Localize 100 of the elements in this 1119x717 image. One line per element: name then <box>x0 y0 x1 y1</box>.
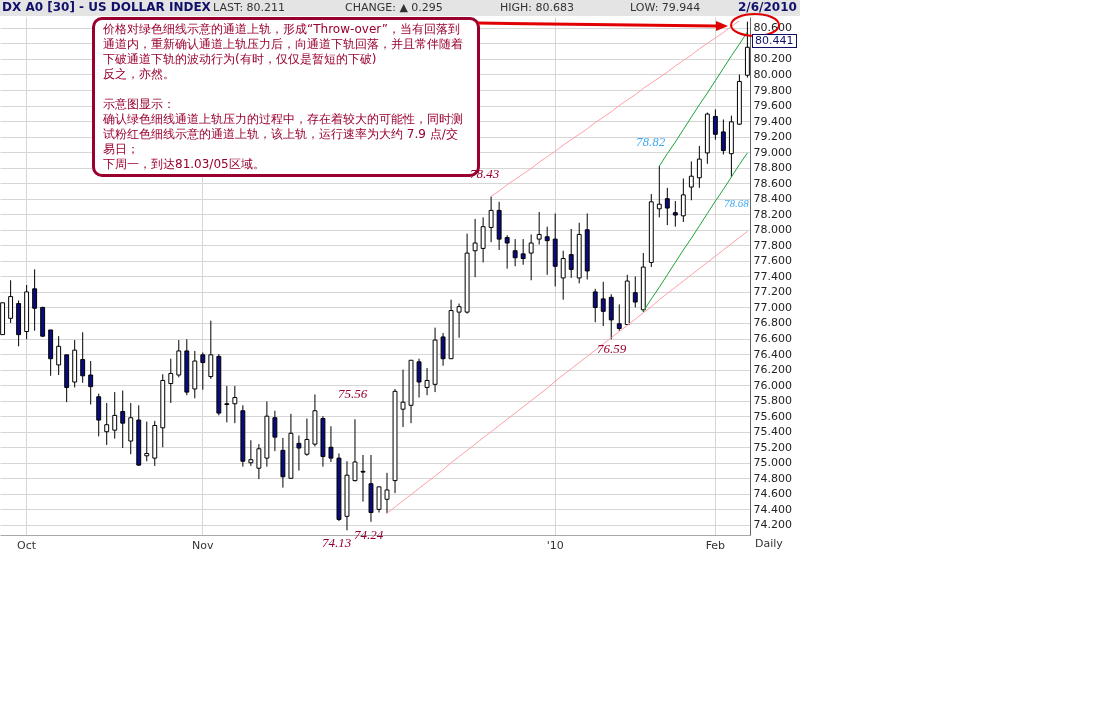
candlestick <box>528 233 534 281</box>
candlestick <box>112 391 118 440</box>
y-tick-label: 75.000 <box>753 456 792 470</box>
candlestick <box>512 238 518 267</box>
candlestick <box>360 454 366 503</box>
y-tick-label: 79.600 <box>753 99 792 113</box>
y-tick-label: 76.800 <box>753 316 792 330</box>
text: HIGH: 80.683 <box>500 1 575 14</box>
candlestick <box>376 486 382 513</box>
y-tick-label: 78.000 <box>753 223 792 237</box>
candlestick <box>256 443 262 480</box>
candlestick <box>488 195 494 243</box>
candlestick <box>664 187 670 226</box>
candlestick <box>504 234 510 270</box>
y-tick-label: 75.400 <box>753 425 792 439</box>
y-tick-label: 75.600 <box>753 409 792 423</box>
candlestick <box>656 165 662 218</box>
y-tick-label: 77.400 <box>753 269 792 283</box>
y-tick-label: 74.600 <box>753 487 792 501</box>
y-tick-label: 77.000 <box>753 300 792 314</box>
y-tick-label: 75.200 <box>753 440 792 454</box>
y-tick-label: 77.200 <box>753 285 792 299</box>
candlestick <box>400 369 406 428</box>
candlestick <box>696 145 702 189</box>
candlestick <box>128 402 134 455</box>
y-tick-label: 76.000 <box>753 378 792 392</box>
candlestick <box>56 335 62 376</box>
y-tick-label: 79.800 <box>753 83 792 97</box>
candlestick <box>440 332 446 367</box>
candlestick <box>88 360 94 406</box>
candlestick <box>96 393 102 437</box>
y-tick-label: 79.200 <box>753 130 792 144</box>
text: 80.441 <box>752 34 797 48</box>
candlestick <box>544 226 550 276</box>
candlestick <box>272 410 278 452</box>
y-tick-label: 80.000 <box>753 67 792 81</box>
candlestick <box>352 418 358 482</box>
chart-title: DX A0 [30] - US DOLLAR INDEX <box>2 0 211 14</box>
y-tick-label: 78.600 <box>753 176 792 190</box>
y-tick-label: 74.800 <box>753 471 792 485</box>
x-tick-label: '10 <box>546 538 564 552</box>
y-tick-label: 75.800 <box>753 394 792 408</box>
candlestick <box>424 367 430 396</box>
candlestick <box>168 358 174 404</box>
candlestick <box>672 200 678 228</box>
candlestick <box>592 288 598 323</box>
y-tick-label: 76.600 <box>753 332 792 346</box>
candlestick <box>720 119 726 155</box>
x-tick-label: Oct <box>17 538 37 552</box>
annotation: 74.24 <box>354 527 384 543</box>
candlestick <box>304 418 310 457</box>
annotation: 确认绿色细线通道上轨压力的过程中，存在着较大的可能性，同时测试粉红色细线示意的通道上轨，该上轨，运行速率为大约 7.9 点/交易日； <box>103 112 464 157</box>
annotation: 价格对绿色细线示意的通道上轨，形成“Throw-over”，当有回落到通道内，重新确认通道上轨压力后，向通道下轨回落，并且常伴随着下破通道下轨的波动行为(有时，仅仅是暂短的下破) <box>103 22 464 67</box>
annotation: 反之，亦然。 <box>103 67 176 82</box>
y-tick-label: 77.800 <box>753 238 792 252</box>
x-tick-label: Feb <box>705 538 726 552</box>
y-tick-label: 80.200 <box>753 52 792 66</box>
candlestick <box>32 268 38 332</box>
candlestick <box>616 303 622 332</box>
candlestick <box>104 402 110 446</box>
candlestick <box>536 211 542 246</box>
candlestick <box>416 358 422 399</box>
text: LAST: 80.211 <box>213 1 286 14</box>
y-tick-label: 79.400 <box>753 114 792 128</box>
text: CHANGE: ▲ 0.295 <box>345 1 443 14</box>
candlestick <box>680 178 686 223</box>
annotation: 下周一，到达81.03/05区域。 <box>103 157 266 172</box>
candlestick <box>520 238 526 266</box>
candlestick <box>608 293 614 340</box>
annotation: 74.13 <box>322 535 352 551</box>
candlestick <box>80 331 86 384</box>
candlestick <box>456 303 462 339</box>
y-tick-label: 78.400 <box>753 192 792 206</box>
text: Daily <box>755 537 783 550</box>
candlestick <box>688 160 694 201</box>
y-tick-label: 74.200 <box>753 518 792 532</box>
annotation: 75.56 <box>338 386 368 402</box>
y-tick-label: 76.200 <box>753 363 792 377</box>
candlestick <box>632 275 638 308</box>
y-tick-label: 76.400 <box>753 347 792 361</box>
y-tick-label: 78.800 <box>753 161 792 175</box>
y-tick-label: 74.400 <box>753 502 792 516</box>
candlestick <box>600 281 606 327</box>
candlestick <box>8 279 14 324</box>
candlestick <box>480 216 486 263</box>
text: LOW: 79.944 <box>630 1 701 14</box>
candlestick <box>560 250 566 301</box>
line-series <box>386 230 748 514</box>
candlestick <box>712 108 718 141</box>
annotation: 示意图显示： <box>103 97 176 112</box>
y-tick-label: 79.000 <box>753 145 792 159</box>
annotation: 78.68 <box>724 197 749 209</box>
annotation: 76.59 <box>597 341 627 357</box>
text: 2/6/2010 <box>738 0 797 14</box>
candlestick <box>208 320 214 380</box>
line-series <box>642 152 748 312</box>
candlestick <box>296 435 302 472</box>
candlestick <box>384 472 390 514</box>
candlestick <box>144 421 150 462</box>
candlestick <box>568 228 574 279</box>
